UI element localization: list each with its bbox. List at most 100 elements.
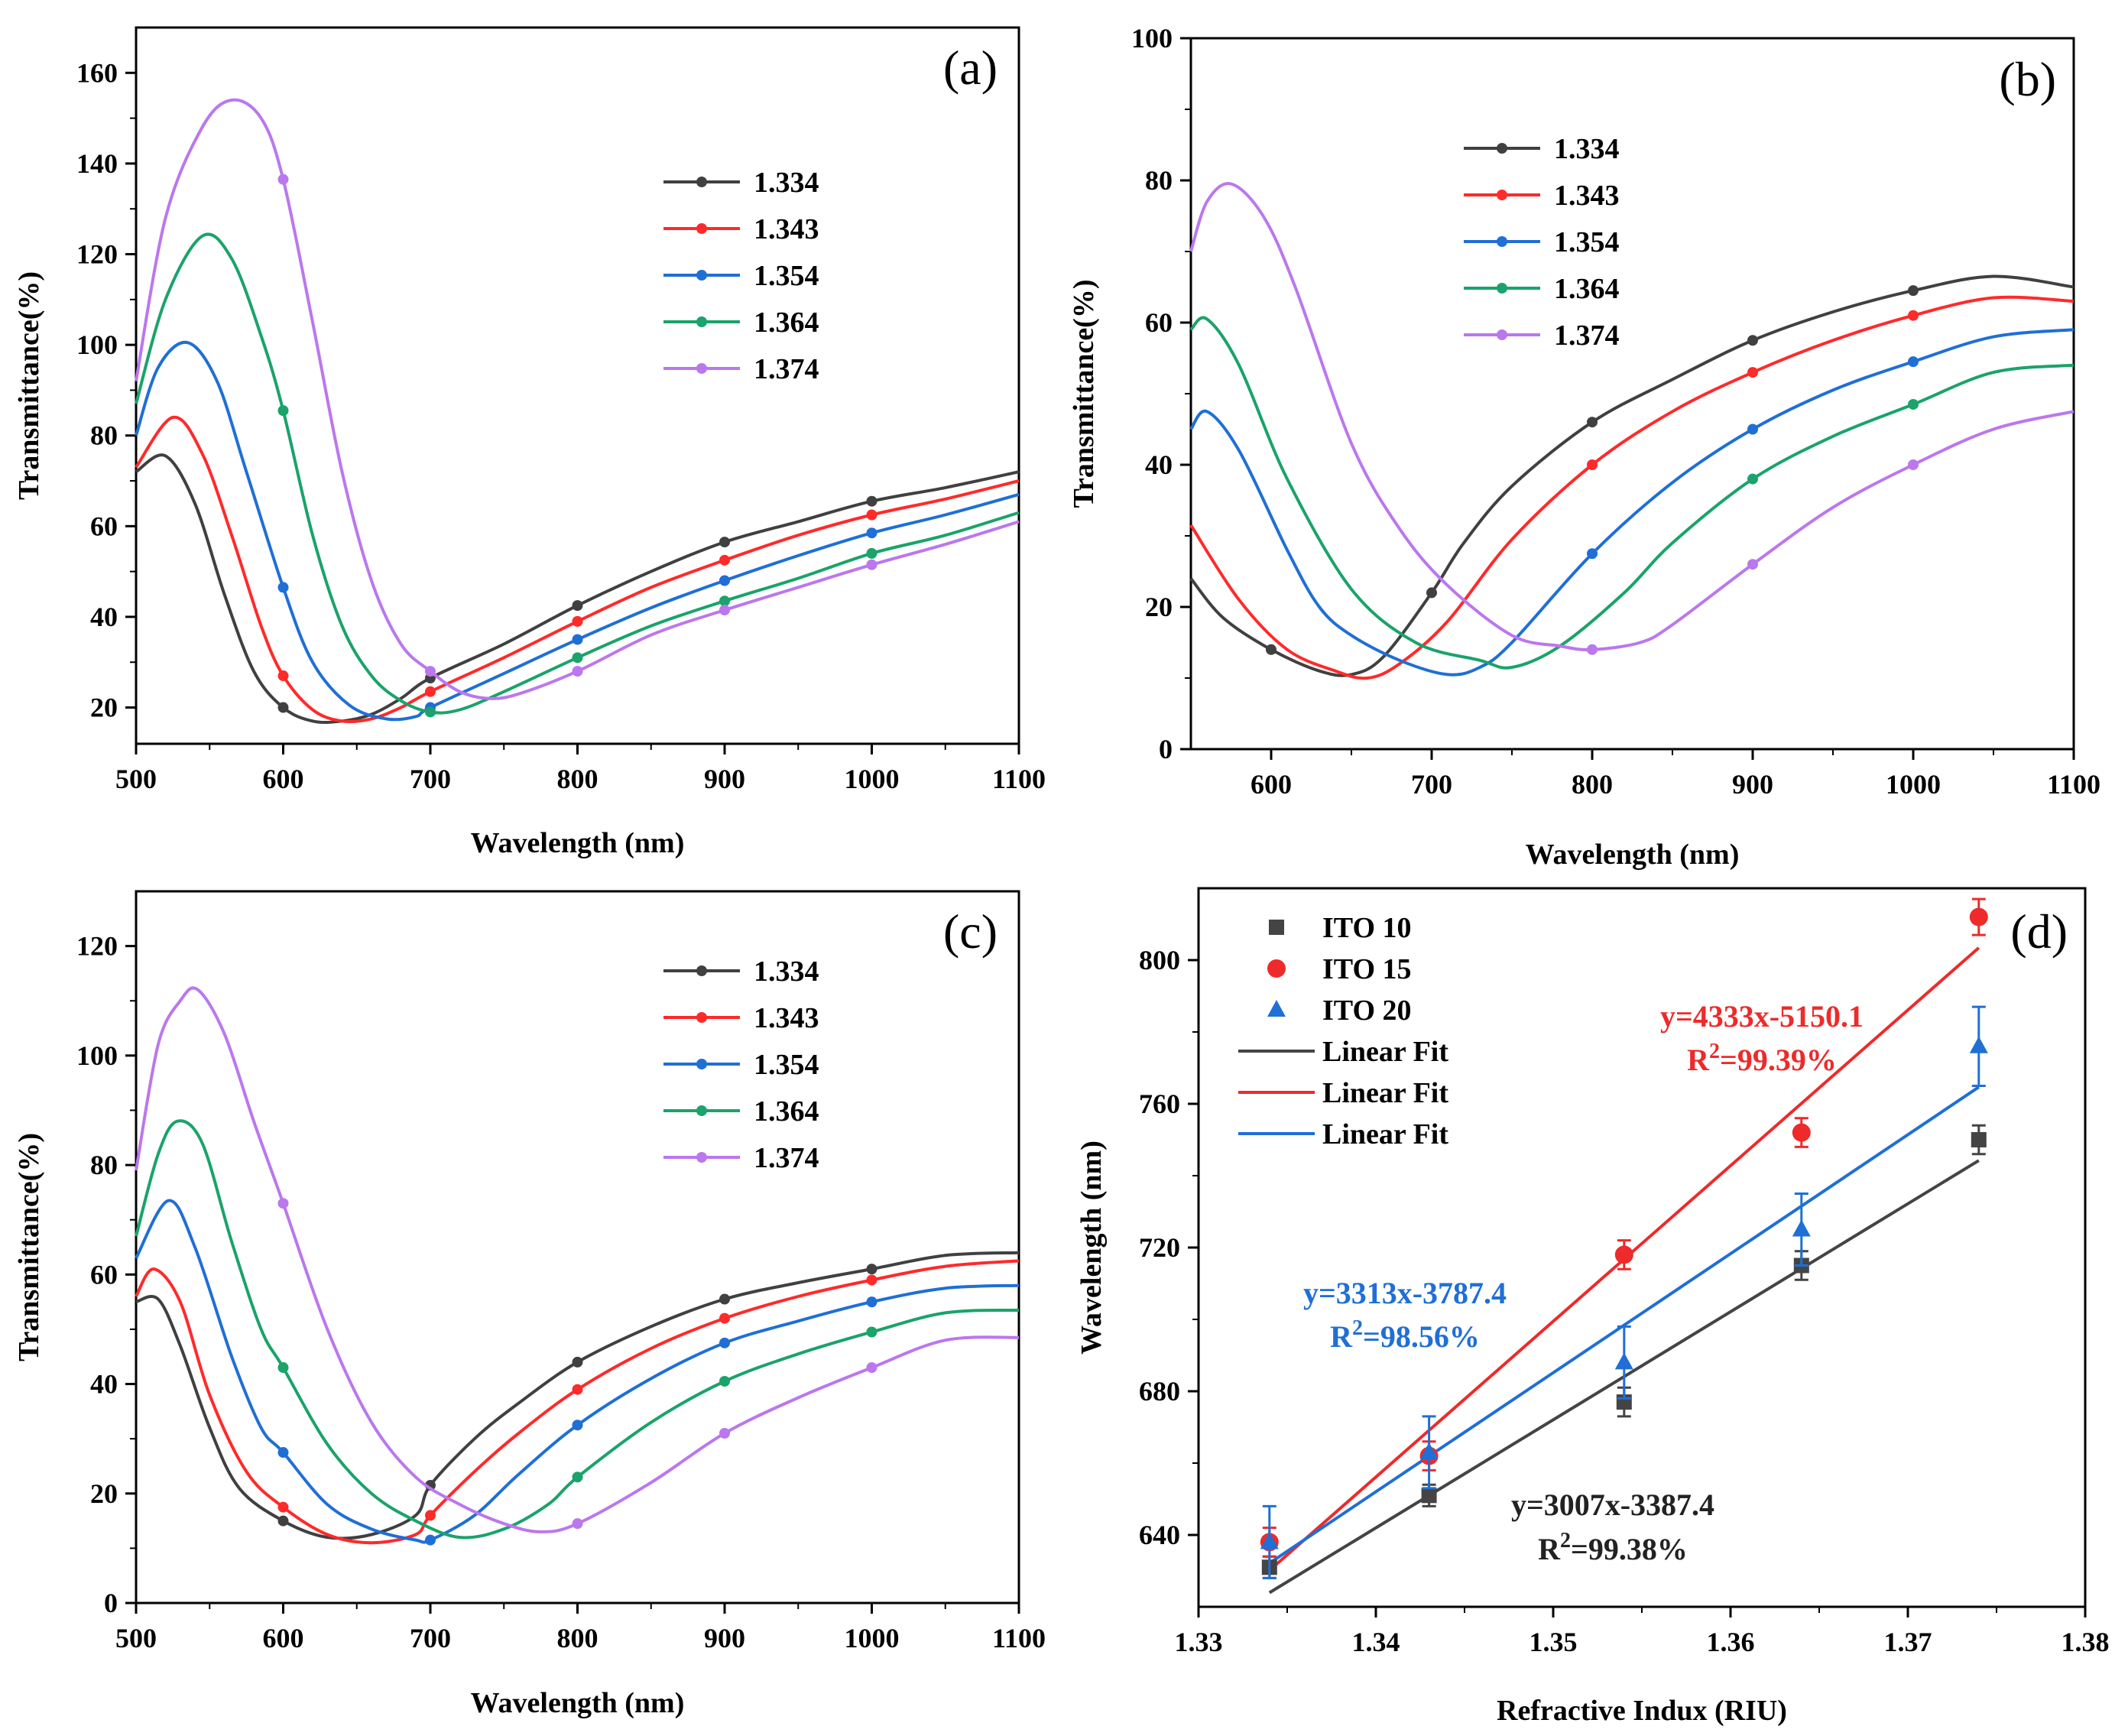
data-point: [866, 1274, 877, 1286]
data-point-triangle: [1260, 1532, 1279, 1549]
data-point: [1908, 356, 1919, 368]
r2-prefix: R: [1538, 1532, 1561, 1566]
legend-label: Linear Fit: [1322, 1036, 1448, 1068]
series-line-1.374: [135, 98, 1020, 700]
legend-marker: [696, 1059, 707, 1069]
y-axis-title: Wavelength (nm): [1075, 1141, 1108, 1355]
series-line-1.334: [135, 1251, 1020, 1540]
r2-prefix: R: [1330, 1319, 1353, 1354]
fit-equation: y=4333x-5150.1: [1660, 999, 1864, 1033]
x-tick-label: 500: [115, 764, 157, 794]
data-point: [866, 1326, 877, 1338]
data-point: [277, 1501, 289, 1513]
series-line-1.354: [1189, 328, 2074, 677]
series-line-1.343: [135, 1259, 1020, 1545]
legend-marker: [1497, 236, 1507, 247]
data-point: [277, 405, 289, 417]
r2-value: =99.39%: [1720, 1043, 1837, 1077]
y-tick-label: 0: [104, 1588, 118, 1618]
data-point: [277, 582, 289, 593]
data-point: [866, 509, 877, 521]
data-point: [1587, 644, 1598, 655]
x-tick-label: 1100: [992, 1623, 1046, 1653]
x-axis-title: Wavelength (nm): [471, 1687, 685, 1719]
data-point: [719, 1313, 730, 1324]
data-point: [719, 1293, 730, 1305]
panel-d-series: ITO 10 ITO 15 ITO 20 Linear Fit Linear Fit Li…: [1238, 897, 1988, 1595]
data-point: [572, 1420, 583, 1431]
data-point: [1908, 310, 1919, 321]
series-line-1.364: [135, 1119, 1020, 1540]
data-point: [425, 1510, 436, 1521]
y-tick-label: 720: [1139, 1232, 1180, 1263]
legend-marker: [696, 270, 707, 281]
legend-marker: [1267, 959, 1286, 978]
x-tick-label: 900: [704, 764, 745, 794]
data-point-circle: [1792, 1123, 1811, 1142]
data-point: [719, 554, 730, 566]
y-tick-label: 40: [1145, 449, 1173, 480]
data-point: [1266, 644, 1276, 655]
x-tick-label: 1000: [1886, 769, 1941, 800]
data-point: [277, 1198, 289, 1209]
x-tick-label: 500: [115, 1623, 157, 1653]
legend-label: 1.374: [1554, 320, 1620, 352]
x-tick-label: 800: [1572, 769, 1613, 800]
x-tick-label: 800: [557, 764, 598, 794]
data-point: [1908, 285, 1919, 297]
data-point: [866, 559, 877, 570]
data-point: [277, 1515, 289, 1527]
data-point: [1908, 398, 1919, 410]
y-tick-label: 100: [76, 329, 118, 360]
data-point-circle: [1614, 1245, 1633, 1264]
x-axis-title: Wavelength (nm): [471, 827, 685, 859]
series-line-1.364: [1189, 316, 2074, 670]
data-point: [1587, 417, 1598, 428]
legend-label: 1.364: [754, 307, 819, 339]
x-axis-title: Refractive Indux (RIU): [1497, 1695, 1787, 1727]
data-point: [572, 652, 583, 664]
x-tick-label: 700: [410, 1623, 451, 1653]
y-tick-label: 680: [1139, 1376, 1180, 1407]
x-tick-label: 900: [704, 1623, 745, 1653]
y-tick-label: 20: [90, 1478, 118, 1509]
data-point: [572, 600, 583, 612]
panel-label: (b): [1999, 52, 2056, 106]
legend-label: 1.343: [1554, 180, 1620, 212]
data-point: [719, 537, 730, 548]
data-point: [425, 666, 436, 677]
data-point-triangle: [1614, 1352, 1633, 1370]
data-point: [866, 1296, 877, 1308]
data-point: [572, 1518, 583, 1530]
data-point: [1587, 548, 1598, 560]
x-axis-title: Wavelength (nm): [1526, 839, 1740, 871]
y-tick-label: 40: [90, 1369, 118, 1400]
y-tick-label: 0: [1159, 734, 1173, 764]
series-line-1.374: [135, 986, 1020, 1533]
legend-label: 1.343: [754, 213, 819, 245]
data-point: [277, 174, 289, 185]
legend-marker: [1497, 283, 1507, 294]
legend-label: ITO 15: [1322, 953, 1412, 985]
panel-label: (a): [943, 41, 998, 95]
y-tick-label: 80: [90, 1150, 118, 1180]
data-point: [719, 605, 730, 616]
panel-c-axes: 500 600 700 800 900 1000 1100 0 20 40 60 80 100 120 Wa…: [13, 890, 1046, 1719]
legend-label: 1.354: [1554, 226, 1620, 258]
x-tick-label: 1.37: [1884, 1627, 1932, 1657]
legend-label: 1.354: [754, 260, 819, 292]
y-tick-label: 20: [1145, 592, 1173, 622]
data-point: [277, 1447, 289, 1459]
legend-label: 1.343: [754, 1002, 819, 1034]
y-axis-title: Transmittance(%): [1068, 279, 1100, 508]
data-point-square: [1971, 1132, 1987, 1147]
y-tick-label: 60: [1145, 307, 1173, 338]
y-tick-label: 760: [1139, 1089, 1180, 1119]
x-tick-label: 1000: [845, 764, 900, 794]
data-point: [572, 1384, 583, 1395]
legend-label: Linear Fit: [1322, 1077, 1448, 1109]
data-point: [425, 1534, 436, 1546]
y-tick-label: 40: [90, 602, 118, 632]
legend-label: 1.374: [754, 1142, 819, 1174]
legend-marker: [696, 1012, 707, 1023]
